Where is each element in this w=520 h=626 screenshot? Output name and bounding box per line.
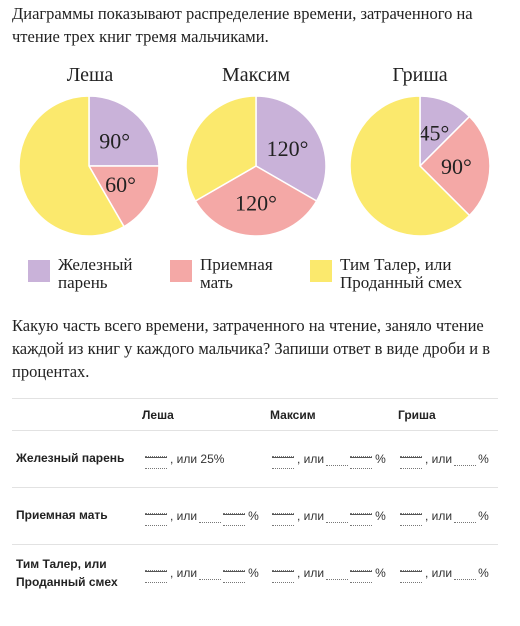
legend-label-line2: парень: [58, 273, 108, 292]
or-text: , или: [297, 452, 325, 466]
slice-label: 120°: [235, 190, 277, 215]
percent-input[interactable]: [326, 453, 349, 466]
row-label-foster-mother: Приемная мать: [16, 508, 108, 522]
slice-label: 90°: [441, 154, 472, 179]
table-row: Тим Талер, или Проданный смех , или % , …: [12, 544, 498, 605]
or-text: , или: [425, 509, 453, 523]
or-text: , или: [425, 566, 453, 580]
legend-item-iron-guy: Железный парень: [28, 256, 132, 292]
percent-sign: %: [375, 566, 386, 580]
column-header-lesha: Леша: [142, 408, 174, 422]
answer-cell-lesha: , или %: [145, 506, 259, 526]
pie-slice: [255, 95, 327, 203]
fraction-input[interactable]: [272, 506, 294, 526]
answer-cell-maksim: , или %: [272, 506, 386, 526]
percent-input[interactable]: [326, 567, 349, 580]
fraction-input[interactable]: [400, 563, 422, 583]
legend-item-foster-mother: Приемная мать: [170, 256, 273, 292]
fraction-input[interactable]: [272, 449, 294, 469]
fraction-input[interactable]: [400, 506, 422, 526]
pie-slice: [18, 95, 126, 237]
legend-label-line1: Железный: [58, 255, 133, 274]
intro-text: Диаграммы показывают распределение време…: [12, 4, 473, 46]
fraction-input[interactable]: [350, 563, 373, 583]
percent-sign: %: [248, 509, 259, 523]
fraction-input[interactable]: [350, 449, 373, 469]
pie-grisha: 45°90°: [349, 95, 491, 237]
slice-label: 60°: [105, 172, 136, 197]
legend-label-line1: Тим Талер, или: [340, 255, 452, 274]
table-row: Приемная мать , или % , или % , или %: [12, 487, 498, 544]
question-text: Какую часть всего времени, затраченного …: [12, 316, 491, 381]
legend-swatch-foster-mother: [170, 260, 192, 282]
fraction-input[interactable]: [223, 563, 246, 583]
row-label-iron-guy: Железный парень: [16, 451, 125, 465]
percent-sign: %: [478, 452, 489, 466]
fraction-input[interactable]: [145, 506, 167, 526]
slice-label: 120°: [267, 136, 309, 161]
answer-cell-maksim: , или %: [272, 563, 386, 583]
percent-sign: %: [375, 509, 386, 523]
fraction-input[interactable]: [145, 449, 167, 469]
percent-input[interactable]: [454, 567, 477, 580]
percent-input[interactable]: [199, 510, 222, 523]
slice-label: 90°: [99, 128, 130, 153]
legend-label-line2: мать: [200, 273, 233, 292]
answer-cell-maksim: , или %: [272, 449, 386, 469]
pie-slice: [185, 95, 257, 203]
answer-cell-grisha: , или %: [400, 563, 489, 583]
pie-title-grisha: Гриша: [392, 64, 448, 86]
column-header-maksim: Максим: [270, 408, 316, 422]
pie-slice: [194, 165, 318, 237]
percent-sign: %: [478, 566, 489, 580]
percent-input[interactable]: [454, 510, 477, 523]
pie-slice: [349, 95, 471, 237]
pie-slice: [88, 95, 160, 167]
legend-label-line1: Приемная: [200, 255, 273, 274]
pie-slice: [87, 165, 160, 228]
answer-cell-lesha: , или %: [145, 563, 259, 583]
fraction-input[interactable]: [400, 449, 422, 469]
answer-cell-grisha: , или %: [400, 506, 489, 526]
percent-sign: %: [478, 509, 489, 523]
fraction-input[interactable]: [223, 506, 246, 526]
legend-swatch-iron-guy: [28, 260, 50, 282]
legend-item-tim-thaler: Тим Талер, или Проданный смех: [310, 256, 462, 292]
percent-input[interactable]: [326, 510, 349, 523]
table-top-border: [12, 398, 498, 399]
fraction-input[interactable]: [350, 506, 373, 526]
percent-input[interactable]: [199, 567, 222, 580]
or-text: , или: [297, 509, 325, 523]
answer-cell-grisha: , или %: [400, 449, 489, 469]
column-header-grisha: Гриша: [398, 408, 436, 422]
legend-swatch-tim-thaler: [310, 260, 332, 282]
row-label-tim-thaler: Тим Талер, или Проданный смех: [16, 557, 118, 589]
table-row: Железный парень , или 25% , или % , или …: [12, 430, 498, 487]
pie-title-maksim: Максим: [221, 64, 291, 86]
or-text: , или: [170, 509, 198, 523]
percent-sign: %: [248, 566, 259, 580]
fraction-input[interactable]: [272, 563, 294, 583]
pie-slice: [418, 115, 491, 217]
answer-cell-lesha: , или 25%: [145, 449, 224, 469]
fraction-input[interactable]: [145, 563, 167, 583]
cell-text: , или 25%: [170, 452, 225, 466]
or-text: , или: [170, 566, 198, 580]
percent-input[interactable]: [454, 453, 477, 466]
legend-label-line2: Проданный смех: [340, 273, 463, 292]
legend: Железный парень Приемная мать Тим Талер,…: [0, 256, 520, 300]
or-text: , или: [425, 452, 453, 466]
pie-maksim: 120° 120°: [185, 95, 327, 237]
pie-lesha: 90° 60°: [18, 95, 160, 237]
percent-sign: %: [375, 452, 386, 466]
or-text: , или: [297, 566, 325, 580]
pie-title-lesha: Леша: [66, 64, 114, 86]
pie-charts: 90° 60° 120° 120° 45°90°: [18, 95, 491, 237]
